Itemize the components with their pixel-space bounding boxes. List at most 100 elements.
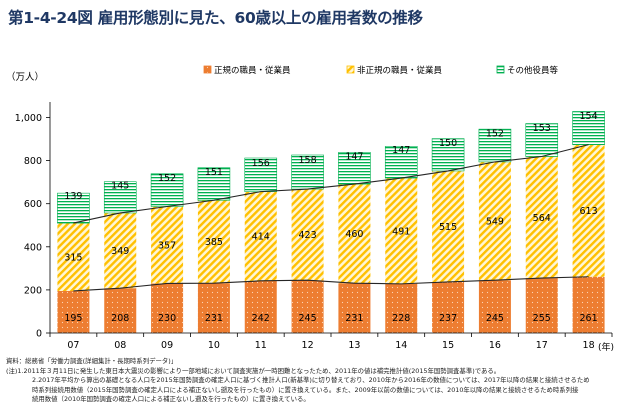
y-tick-label: 0: [36, 329, 42, 340]
data-label: 156: [252, 158, 270, 169]
data-label: 231: [205, 313, 223, 324]
data-label: 261: [580, 313, 598, 324]
bar-segment: [151, 206, 184, 284]
data-label: 139: [64, 191, 82, 202]
x-tick-label: 09: [161, 340, 173, 351]
x-tick-label: 07: [67, 340, 79, 351]
data-label: 385: [205, 237, 223, 248]
bar-segment: [572, 276, 605, 333]
bar-segment: [151, 283, 184, 333]
data-label: 564: [533, 213, 551, 224]
legend-swatch: [496, 65, 505, 74]
x-tick-label: 11: [255, 340, 267, 351]
data-label: 153: [533, 123, 551, 134]
data-label: 491: [392, 226, 410, 237]
bar-segment: [432, 170, 465, 282]
bar-segment: [572, 111, 605, 145]
bar-segment: [338, 184, 371, 284]
data-label: 423: [299, 230, 317, 241]
data-label: 152: [486, 129, 504, 140]
bar-segment: [104, 288, 137, 333]
data-label: 150: [439, 138, 457, 149]
note-2-cont-2: 続用数値（2010年国勢調査の確定人口による補正ないし遡及を行ったもの）に置き換…: [32, 395, 310, 404]
data-label: 255: [533, 313, 551, 324]
data-label: 147: [345, 151, 363, 162]
data-label: 460: [345, 229, 363, 240]
y-tick-label: 800: [24, 156, 42, 167]
y-tick-label: 600: [24, 199, 42, 210]
bar-segment: [338, 283, 371, 333]
y-tick-label: 1,000: [15, 113, 42, 124]
bar-segment: [244, 280, 277, 333]
data-label: 145: [111, 180, 129, 191]
bar-segment: [197, 200, 230, 284]
x-tick-label: 10: [208, 340, 220, 351]
bar-segment: [103, 181, 137, 214]
source-note: 資料：総務省「労働力調査(詳細集計・長期時系列データ)」: [6, 357, 178, 365]
bar-segment: [525, 156, 558, 279]
x-tick-label: 18: [583, 340, 595, 351]
bar-segment: [291, 280, 324, 333]
data-label: 245: [486, 313, 504, 324]
bar-segment: [478, 280, 511, 333]
bar-segment: [291, 154, 324, 190]
data-label: 147: [392, 145, 410, 156]
x-tick-label: 12: [302, 340, 314, 351]
legend-label: 非正規の職員・従業員: [357, 65, 443, 76]
note-1: (注)1.2011年３月11日に発生した東日本大震災の影響により一部地域において…: [6, 366, 501, 375]
data-label: 152: [158, 173, 176, 184]
bar-segment: [57, 290, 90, 333]
data-label: 230: [158, 313, 176, 324]
legend-swatch: [203, 65, 212, 74]
y-tick-label: 200: [24, 285, 42, 296]
data-label: 349: [111, 246, 129, 257]
x-axis-unit: (年): [598, 341, 614, 353]
x-tick-label: 14: [395, 340, 407, 351]
page-title: 第1-4-24図 雇用形態別に見た、60歳以上の雇用者数の推移: [8, 9, 423, 27]
legend-label: 正規の職員・従業員: [214, 65, 291, 76]
data-label: 158: [299, 155, 317, 166]
bar-segment: [525, 278, 558, 333]
data-label: 242: [252, 313, 270, 324]
data-label: 515: [439, 222, 457, 233]
bar-segment: [432, 281, 465, 333]
y-tick-label: 400: [24, 242, 42, 253]
y-axis-unit: （万人）: [6, 71, 44, 83]
x-tick-label: 13: [348, 340, 360, 351]
x-tick-label: 17: [536, 340, 548, 351]
bar-segment: [57, 192, 90, 224]
bar-segment: [291, 189, 324, 281]
data-label: 208: [111, 313, 129, 324]
x-tick-label: 16: [489, 340, 501, 351]
note-2: 2.2017年平均から算出の基礎となる人口を2015年国勢調査の確定人口に基づく…: [32, 376, 590, 385]
bar-segment: [244, 191, 277, 281]
data-label: 245: [299, 313, 317, 324]
bar-segment: [385, 178, 418, 284]
x-tick-label: 08: [114, 340, 126, 351]
x-tick-label: 15: [442, 340, 454, 351]
data-label: 549: [486, 217, 504, 228]
data-label: 231: [345, 313, 363, 324]
bar-segment: [338, 152, 371, 185]
bar-segment: [104, 212, 137, 289]
bar-segment: [57, 223, 90, 291]
data-label: 228: [392, 313, 410, 324]
data-label: 151: [205, 167, 223, 178]
bar-segment: [478, 128, 512, 163]
data-label: 357: [158, 240, 176, 251]
bar-segment: [572, 144, 605, 277]
data-label: 237: [439, 313, 457, 324]
data-label: 613: [580, 206, 598, 217]
data-label: 195: [64, 313, 82, 324]
data-label: 154: [580, 111, 598, 122]
data-label: 315: [64, 253, 82, 264]
data-label: 414: [252, 232, 270, 243]
bar-segment: [478, 161, 511, 281]
legend-swatch: [346, 65, 355, 74]
bar-segment: [197, 283, 230, 333]
bar-segment: [384, 146, 418, 179]
legend-label: その他役員等: [507, 65, 559, 76]
bar-segment: [525, 123, 559, 157]
note-2-cont: 時系列接続用数値（2015年国勢調査の確定人口による補正ないし遡及を行ったもの）…: [32, 385, 579, 394]
